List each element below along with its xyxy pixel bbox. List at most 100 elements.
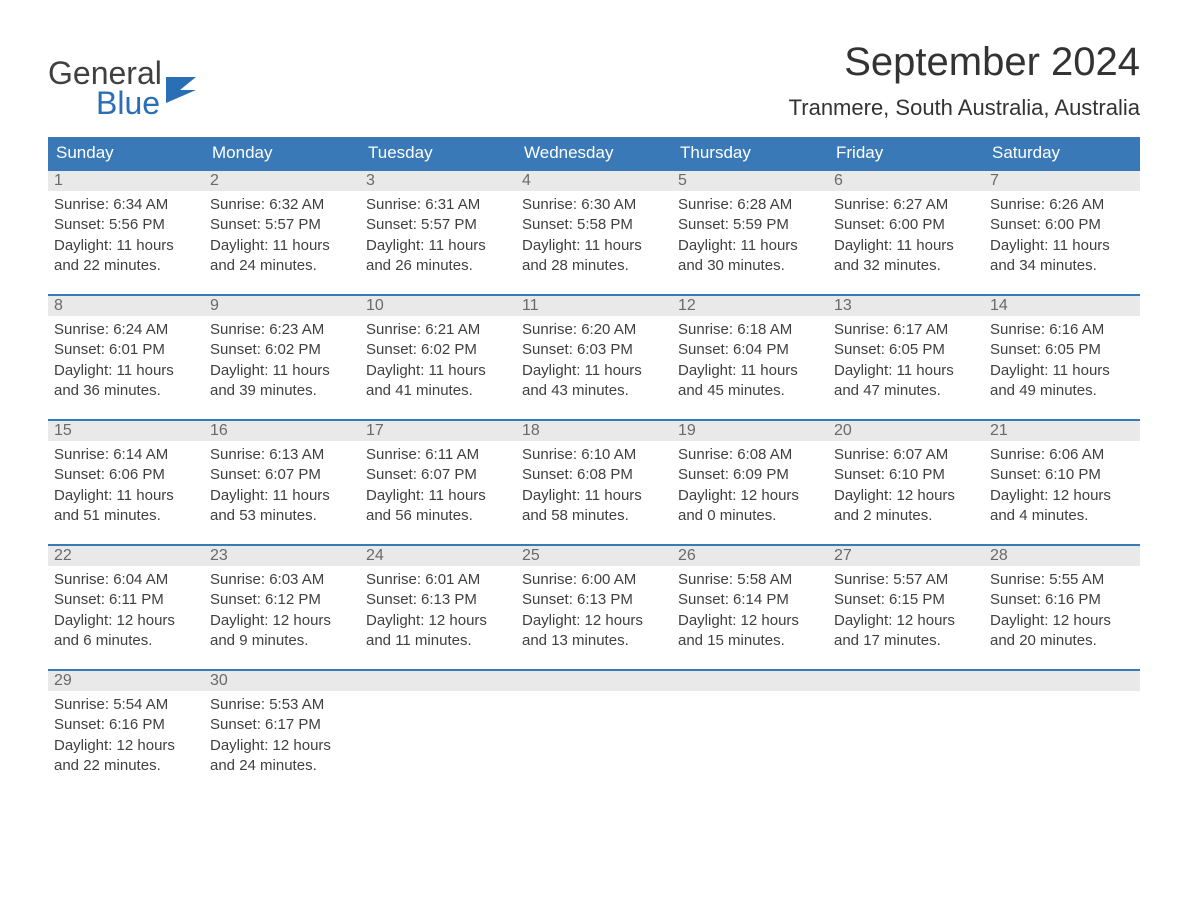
sunrise-text: Sunrise: 5:55 AM	[990, 570, 1134, 590]
day-content: Sunrise: 6:01 AMSunset: 6:13 PMDaylight:…	[360, 566, 516, 651]
sunrise-text: Sunrise: 6:20 AM	[522, 320, 666, 340]
day-content: Sunrise: 6:23 AMSunset: 6:02 PMDaylight:…	[204, 316, 360, 401]
day-content: Sunrise: 6:18 AMSunset: 6:04 PMDaylight:…	[672, 316, 828, 401]
day-content: Sunrise: 6:26 AMSunset: 6:00 PMDaylight:…	[984, 191, 1140, 276]
d1-text: Daylight: 11 hours	[54, 361, 198, 381]
day-cell: 15Sunrise: 6:14 AMSunset: 6:06 PMDayligh…	[48, 419, 204, 544]
day-cell: 4Sunrise: 6:30 AMSunset: 5:58 PMDaylight…	[516, 169, 672, 294]
day-cell: 13Sunrise: 6:17 AMSunset: 6:05 PMDayligh…	[828, 294, 984, 419]
day-content: Sunrise: 6:11 AMSunset: 6:07 PMDaylight:…	[360, 441, 516, 526]
title-block: September 2024 Tranmere, South Australia…	[789, 40, 1140, 121]
d2-text: and 17 minutes.	[834, 631, 978, 651]
header: General Blue September 2024 Tranmere, So…	[48, 40, 1140, 121]
day-content: Sunrise: 6:03 AMSunset: 6:12 PMDaylight:…	[204, 566, 360, 651]
logo-bottom-word: Blue	[96, 88, 162, 118]
day-content: Sunrise: 6:21 AMSunset: 6:02 PMDaylight:…	[360, 316, 516, 401]
day-number: 8	[48, 294, 204, 316]
day-content: Sunrise: 5:55 AMSunset: 6:16 PMDaylight:…	[984, 566, 1140, 651]
day-content: Sunrise: 6:04 AMSunset: 6:11 PMDaylight:…	[48, 566, 204, 651]
sunrise-text: Sunrise: 5:58 AM	[678, 570, 822, 590]
sunset-text: Sunset: 5:56 PM	[54, 215, 198, 235]
day-number: 1	[48, 169, 204, 191]
sunset-text: Sunset: 6:16 PM	[990, 590, 1134, 610]
d2-text: and 20 minutes.	[990, 631, 1134, 651]
day-content: Sunrise: 6:06 AMSunset: 6:10 PMDaylight:…	[984, 441, 1140, 526]
day-cell: 26Sunrise: 5:58 AMSunset: 6:14 PMDayligh…	[672, 544, 828, 669]
sunrise-text: Sunrise: 6:21 AM	[366, 320, 510, 340]
day-cell: 12Sunrise: 6:18 AMSunset: 6:04 PMDayligh…	[672, 294, 828, 419]
sunrise-text: Sunrise: 6:11 AM	[366, 445, 510, 465]
day-cell: 25Sunrise: 6:00 AMSunset: 6:13 PMDayligh…	[516, 544, 672, 669]
sunset-text: Sunset: 5:57 PM	[210, 215, 354, 235]
day-cell	[516, 669, 672, 794]
sunrise-text: Sunrise: 6:03 AM	[210, 570, 354, 590]
sunrise-text: Sunrise: 6:24 AM	[54, 320, 198, 340]
d1-text: Daylight: 11 hours	[990, 236, 1134, 256]
d2-text: and 41 minutes.	[366, 381, 510, 401]
sunset-text: Sunset: 6:05 PM	[834, 340, 978, 360]
day-content: Sunrise: 6:08 AMSunset: 6:09 PMDaylight:…	[672, 441, 828, 526]
day-cell: 17Sunrise: 6:11 AMSunset: 6:07 PMDayligh…	[360, 419, 516, 544]
d2-text: and 51 minutes.	[54, 506, 198, 526]
day-number: 24	[360, 544, 516, 566]
month-title: September 2024	[789, 40, 1140, 85]
d2-text: and 28 minutes.	[522, 256, 666, 276]
d2-text: and 32 minutes.	[834, 256, 978, 276]
d2-text: and 15 minutes.	[678, 631, 822, 651]
day-content: Sunrise: 6:14 AMSunset: 6:06 PMDaylight:…	[48, 441, 204, 526]
sunrise-text: Sunrise: 6:16 AM	[990, 320, 1134, 340]
sunset-text: Sunset: 6:11 PM	[54, 590, 198, 610]
day-cell: 3Sunrise: 6:31 AMSunset: 5:57 PMDaylight…	[360, 169, 516, 294]
d2-text: and 11 minutes.	[366, 631, 510, 651]
day-cell: 24Sunrise: 6:01 AMSunset: 6:13 PMDayligh…	[360, 544, 516, 669]
d1-text: Daylight: 11 hours	[54, 236, 198, 256]
day-cell: 9Sunrise: 6:23 AMSunset: 6:02 PMDaylight…	[204, 294, 360, 419]
day-number: 20	[828, 419, 984, 441]
week-row: 1Sunrise: 6:34 AMSunset: 5:56 PMDaylight…	[48, 169, 1140, 294]
day-content: Sunrise: 6:27 AMSunset: 6:00 PMDaylight:…	[828, 191, 984, 276]
sunrise-text: Sunrise: 6:30 AM	[522, 195, 666, 215]
sunset-text: Sunset: 6:07 PM	[366, 465, 510, 485]
location-subtitle: Tranmere, South Australia, Australia	[789, 95, 1140, 121]
sunrise-text: Sunrise: 6:00 AM	[522, 570, 666, 590]
day-number: 28	[984, 544, 1140, 566]
d1-text: Daylight: 11 hours	[366, 486, 510, 506]
d2-text: and 2 minutes.	[834, 506, 978, 526]
d1-text: Daylight: 12 hours	[54, 736, 198, 756]
d1-text: Daylight: 11 hours	[678, 236, 822, 256]
day-content: Sunrise: 5:54 AMSunset: 6:16 PMDaylight:…	[48, 691, 204, 776]
day-cell	[672, 669, 828, 794]
d1-text: Daylight: 12 hours	[678, 611, 822, 631]
day-cell: 28Sunrise: 5:55 AMSunset: 6:16 PMDayligh…	[984, 544, 1140, 669]
day-content: Sunrise: 6:32 AMSunset: 5:57 PMDaylight:…	[204, 191, 360, 276]
day-number: 16	[204, 419, 360, 441]
day-number	[672, 669, 828, 691]
sunrise-text: Sunrise: 6:27 AM	[834, 195, 978, 215]
sunset-text: Sunset: 6:03 PM	[522, 340, 666, 360]
weekday-header: Monday	[204, 137, 360, 169]
weekday-header-row: Sunday Monday Tuesday Wednesday Thursday…	[48, 137, 1140, 169]
day-cell: 8Sunrise: 6:24 AMSunset: 6:01 PMDaylight…	[48, 294, 204, 419]
day-number: 26	[672, 544, 828, 566]
day-number: 27	[828, 544, 984, 566]
sunset-text: Sunset: 6:09 PM	[678, 465, 822, 485]
day-cell: 27Sunrise: 5:57 AMSunset: 6:15 PMDayligh…	[828, 544, 984, 669]
sunset-text: Sunset: 6:16 PM	[54, 715, 198, 735]
day-cell	[984, 669, 1140, 794]
day-cell: 21Sunrise: 6:06 AMSunset: 6:10 PMDayligh…	[984, 419, 1140, 544]
sunrise-text: Sunrise: 6:34 AM	[54, 195, 198, 215]
day-cell	[360, 669, 516, 794]
d1-text: Daylight: 12 hours	[210, 736, 354, 756]
logo-text: General Blue	[48, 58, 162, 119]
day-cell: 29Sunrise: 5:54 AMSunset: 6:16 PMDayligh…	[48, 669, 204, 794]
day-number: 14	[984, 294, 1140, 316]
sunrise-text: Sunrise: 5:53 AM	[210, 695, 354, 715]
day-number: 2	[204, 169, 360, 191]
day-number: 13	[828, 294, 984, 316]
day-number: 6	[828, 169, 984, 191]
weekday-header: Thursday	[672, 137, 828, 169]
sunset-text: Sunset: 6:04 PM	[678, 340, 822, 360]
day-cell: 16Sunrise: 6:13 AMSunset: 6:07 PMDayligh…	[204, 419, 360, 544]
sunrise-text: Sunrise: 6:06 AM	[990, 445, 1134, 465]
calendar-table: Sunday Monday Tuesday Wednesday Thursday…	[48, 137, 1140, 794]
